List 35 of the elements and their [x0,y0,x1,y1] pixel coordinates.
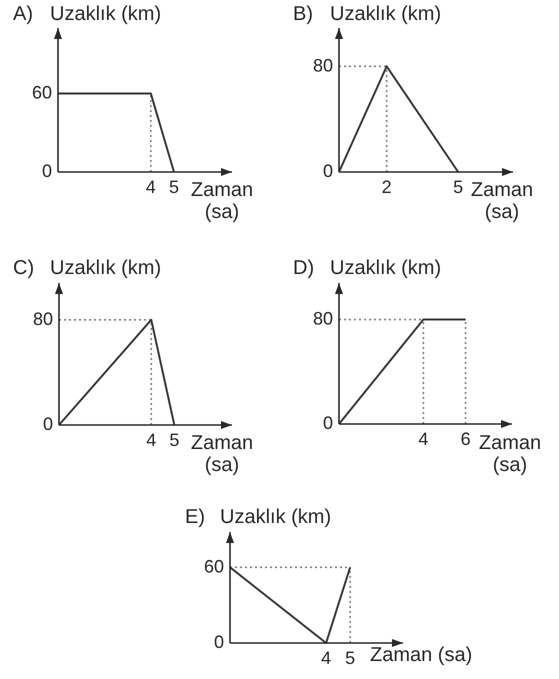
x-tick-label: 2 [382,176,392,197]
x-tick-label: 4 [321,648,332,668]
chart-title: C) [13,257,34,279]
y-axis-title: Uzaklık (km) [330,257,442,279]
y-axis-title: Uzaklık (km) [220,506,332,528]
y-tick-label: 80 [312,55,333,76]
x-tick-label: 4 [146,430,156,450]
y-tick-label: 60 [32,82,52,102]
x-axis-title: Zaman (sa) [370,644,472,666]
y-axis-title: Uzaklık (km) [330,3,442,25]
x-tick-label: 5 [168,176,180,197]
y-axis-title: Uzaklık (km) [50,257,162,279]
x-tick-label: 5 [345,648,356,668]
y-tick-label: 0 [322,160,333,181]
y-tick-label: 0 [42,414,53,434]
x-axis-title: Zaman (sa) [190,179,254,223]
chart-title: B) [293,3,313,25]
x-axis-title: Zaman (sa) [470,179,534,223]
x-tick-label: 4 [418,428,428,449]
y-tick-label: 0 [322,412,333,433]
x-axis-title: Zaman (sa) [190,432,254,476]
y-tick-label: 0 [214,632,224,652]
chart-title: D) [293,257,314,279]
chart-title: E) [185,506,205,528]
x-axis-title: Zaman (sa) [478,432,542,476]
y-tick-label: 80 [32,308,53,329]
x-tick-label: 6 [460,428,471,449]
chart-title: A) [13,3,33,25]
y-axis-title: Uzaklık (km) [50,3,162,25]
x-tick-label: 4 [146,176,156,197]
x-tick-label: 5 [169,430,180,450]
y-tick-label: 80 [312,308,333,329]
x-tick-label: 5 [453,176,464,197]
y-tick-label: 60 [204,556,224,576]
y-tick-label: 0 [42,160,52,181]
